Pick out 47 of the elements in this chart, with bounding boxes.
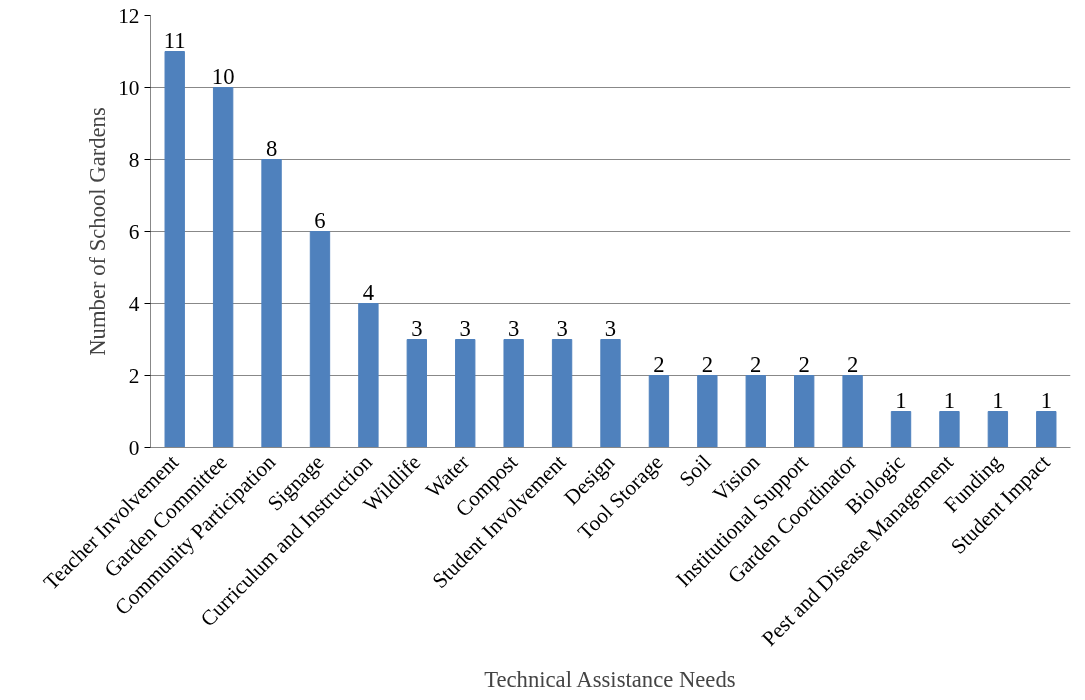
data-label: 3: [411, 315, 423, 341]
data-label: 10: [211, 63, 235, 89]
y-axis-title: Number of School Gardens: [85, 107, 111, 356]
bar: [309, 231, 331, 448]
bar: [890, 411, 912, 448]
data-label: 1: [992, 387, 1004, 413]
data-label: 3: [459, 315, 471, 341]
bar: [842, 375, 863, 448]
bar: [406, 339, 427, 448]
data-label: 11: [163, 27, 186, 53]
data-label: 1: [1040, 387, 1052, 413]
data-label: 2: [798, 351, 810, 377]
bar: [164, 51, 185, 448]
bar: [261, 159, 282, 448]
data-label: 2: [750, 351, 762, 377]
y-tick-label: 4: [128, 291, 140, 316]
data-label: 2: [701, 351, 714, 377]
bar: [939, 411, 960, 448]
bar: [987, 411, 1009, 448]
bar: [551, 339, 573, 448]
data-label: 1: [895, 387, 907, 413]
x-axis-title: Technical Assistance Needs: [484, 667, 736, 693]
data-label: 3: [507, 315, 520, 341]
data-label: 8: [265, 135, 278, 161]
data-label: 2: [653, 351, 665, 377]
data-label: 2: [846, 351, 859, 377]
bar: [358, 303, 379, 448]
bar: [503, 339, 524, 448]
data-label: 4: [362, 279, 375, 305]
data-label: 6: [314, 207, 326, 233]
bar: [697, 375, 718, 448]
y-tick-label: 12: [118, 3, 140, 28]
data-label: 1: [943, 387, 956, 413]
bar: [455, 339, 476, 448]
y-tick-label: 10: [118, 75, 140, 100]
y-tick-label: 6: [128, 219, 140, 244]
y-tick-label: 8: [128, 147, 140, 172]
data-label: 3: [604, 315, 617, 341]
bar: [212, 87, 234, 448]
data-label: 3: [556, 315, 568, 341]
bar: [600, 339, 621, 448]
y-tick-label: 0: [128, 435, 140, 460]
bar: [794, 375, 815, 448]
bar: [648, 375, 670, 448]
y-tick-label: 2: [128, 363, 140, 388]
bar: [1036, 411, 1057, 448]
bar: [745, 375, 766, 448]
